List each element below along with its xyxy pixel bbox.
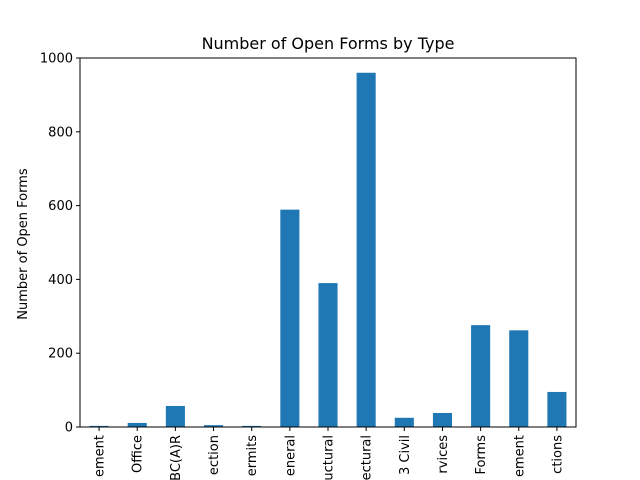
x-tick-label: rvices [436,435,451,474]
bar [432,412,452,427]
bar [204,425,224,427]
plot-area: 0 200 400 600 800 1000 ement Office BC(A)R ection… [40,52,577,480]
bar [547,391,567,427]
bar [356,72,376,427]
x-tick-label: ection [207,435,222,475]
x-tick-label: ectural [360,435,375,480]
bar [127,422,147,427]
x-tick-label: uctural [322,435,337,480]
y-tick-label: 200 [48,347,73,362]
x-tick-label: 3 Civil [398,435,413,475]
x-tick-label: eneral [283,435,298,476]
x-tick-label: ermits [245,435,260,476]
x-tick-label: Forms [474,435,489,475]
bar [242,425,262,427]
x-tick-label: BC(A)R [169,435,184,480]
x-tick-label: ement [93,435,108,477]
y-tick-label: 800 [48,125,73,140]
x-tick-label: ement [512,435,527,477]
bar [509,330,529,427]
y-tick-label: 400 [48,273,73,288]
x-tick-label: ctions [550,435,565,474]
axes-frame [79,57,577,428]
y-tick-label: 600 [48,199,73,214]
y-tick-label: 1000 [40,52,73,67]
y-tick-label: 0 [65,421,73,436]
bar [165,405,185,427]
bar [89,425,109,427]
chart-title: Number of Open Forms by Type [202,34,455,53]
bar [280,209,300,427]
y-axis-label: Number of Open Forms [16,168,31,320]
x-tick-label: Office [131,435,146,473]
bar [318,283,338,427]
bar [471,325,491,427]
bar [394,417,414,427]
